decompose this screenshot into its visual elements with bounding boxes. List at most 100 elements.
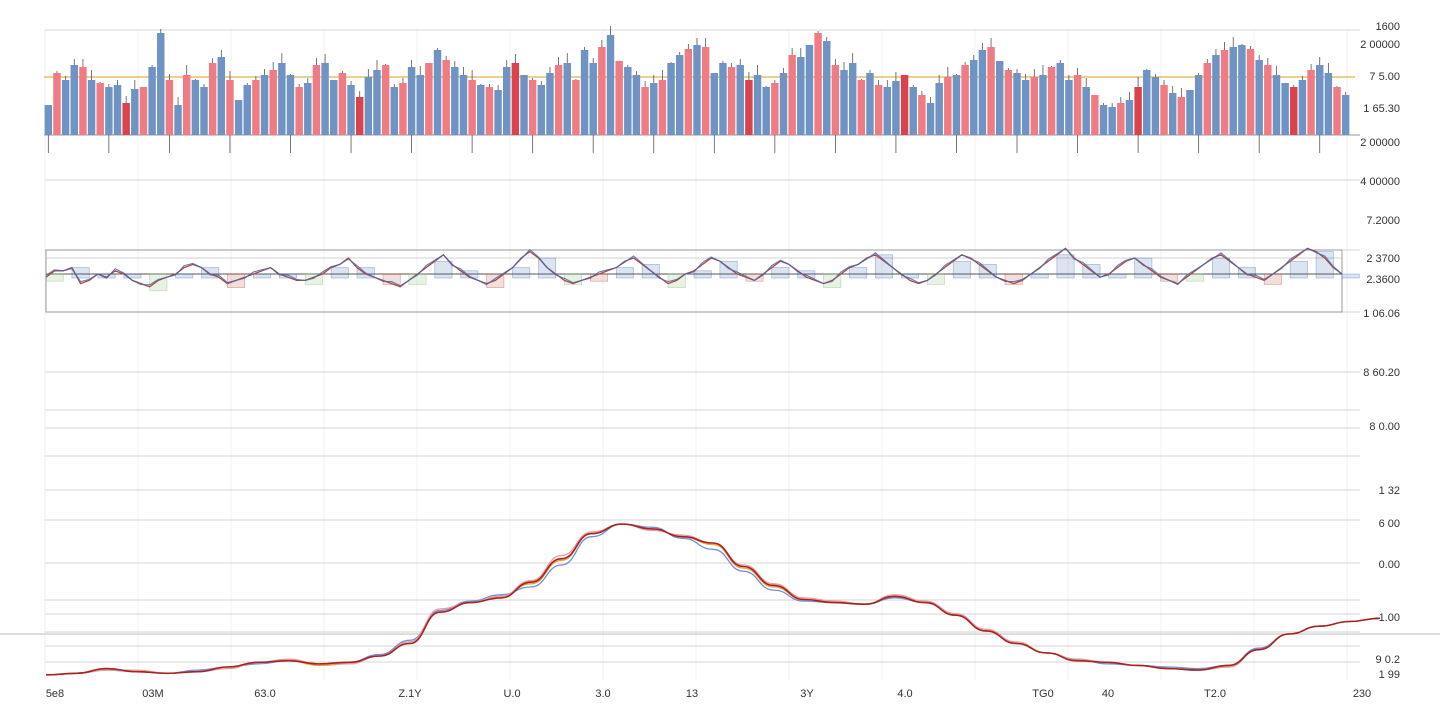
x-axis-tick-label: 230 bbox=[1353, 688, 1371, 700]
bar bbox=[935, 83, 943, 135]
top-axis-tick-label: 4 00000 bbox=[1360, 176, 1400, 188]
bar bbox=[1203, 63, 1212, 135]
oscillator-box bbox=[45, 273, 64, 282]
x-axis-tick-label: Z.1Y bbox=[398, 688, 422, 700]
bar bbox=[909, 87, 917, 135]
bar bbox=[952, 75, 961, 135]
bar bbox=[840, 70, 848, 135]
oscillator-line-blue bbox=[45, 247, 1343, 287]
bar bbox=[701, 47, 710, 135]
series-line-pink bbox=[45, 523, 1381, 676]
bar bbox=[995, 61, 1004, 135]
x-axis-tick-label: TG0 bbox=[1032, 688, 1053, 700]
bar bbox=[580, 50, 589, 135]
middle-axis-tick-label: 8 60.20 bbox=[1363, 367, 1400, 379]
bar bbox=[79, 67, 87, 135]
bar bbox=[1220, 50, 1229, 135]
bar bbox=[814, 33, 822, 135]
oscillator-box bbox=[590, 273, 608, 282]
oscillator-box bbox=[330, 267, 349, 279]
bar bbox=[978, 50, 987, 135]
oscillator-box bbox=[1315, 251, 1334, 279]
oscillator-box bbox=[1341, 273, 1360, 279]
bar bbox=[1073, 75, 1082, 135]
bar bbox=[745, 80, 753, 135]
bar bbox=[848, 63, 857, 135]
bar bbox=[675, 55, 684, 135]
bar bbox=[485, 87, 494, 135]
bar bbox=[1134, 87, 1142, 135]
bar bbox=[364, 77, 373, 135]
bar bbox=[762, 87, 770, 135]
bar bbox=[970, 60, 978, 135]
bottom-panel-lines bbox=[45, 523, 1381, 676]
bar bbox=[433, 50, 442, 135]
bar bbox=[926, 103, 935, 135]
bar bbox=[528, 80, 537, 135]
bar bbox=[866, 73, 874, 135]
bar bbox=[477, 85, 485, 135]
x-axis-tick-label: 63.0 bbox=[254, 688, 275, 700]
bar bbox=[105, 87, 113, 135]
bar bbox=[1298, 80, 1307, 135]
bar bbox=[330, 80, 338, 135]
bar bbox=[857, 80, 866, 135]
bar bbox=[295, 87, 303, 135]
bar bbox=[451, 67, 459, 135]
bar bbox=[511, 63, 520, 135]
bar bbox=[606, 35, 615, 135]
bar bbox=[494, 90, 502, 135]
x-axis-tick-label: 4.0 bbox=[897, 688, 912, 700]
bar bbox=[182, 75, 191, 135]
bar bbox=[208, 63, 217, 135]
oscillator-box bbox=[278, 273, 297, 279]
oscillator-box bbox=[382, 273, 401, 285]
middle-axis-tick-label: 2 3700 bbox=[1366, 253, 1400, 265]
bar bbox=[1255, 60, 1263, 135]
bar bbox=[624, 67, 632, 135]
top-panel-bars bbox=[44, 26, 1360, 153]
bar bbox=[139, 87, 148, 135]
oscillator-box bbox=[304, 273, 323, 285]
bar bbox=[1229, 47, 1237, 135]
bar bbox=[200, 87, 208, 135]
bar bbox=[1194, 75, 1203, 135]
oscillator-box bbox=[849, 267, 868, 279]
bar bbox=[148, 67, 156, 135]
bar bbox=[779, 73, 788, 135]
oscillator-box bbox=[797, 270, 816, 279]
bottom-axis-tick-label: 6 00 bbox=[1379, 518, 1400, 530]
bar bbox=[753, 75, 762, 135]
bar bbox=[442, 60, 450, 135]
bottom-axis-tick-label: 9 0.2 bbox=[1376, 654, 1400, 666]
bar bbox=[650, 83, 658, 135]
oscillator-box bbox=[615, 267, 634, 279]
bar bbox=[1082, 87, 1090, 135]
middle-panel-oscillator bbox=[45, 247, 1360, 313]
bar bbox=[719, 63, 727, 135]
bar bbox=[399, 83, 407, 135]
bar bbox=[269, 70, 277, 135]
bar bbox=[727, 67, 736, 135]
oscillator-box bbox=[201, 267, 220, 279]
bar bbox=[632, 75, 641, 135]
oscillator-box bbox=[1056, 254, 1075, 279]
x-axis-tick-label: 40 bbox=[1102, 688, 1114, 700]
x-axis-tick-label: 3.0 bbox=[595, 688, 610, 700]
bar bbox=[191, 80, 200, 135]
bar bbox=[961, 65, 969, 135]
bar bbox=[883, 87, 892, 135]
bar bbox=[243, 85, 251, 135]
bar bbox=[87, 80, 96, 135]
bottom-axis-tick-label: -1.00 bbox=[1375, 612, 1400, 624]
bar bbox=[355, 97, 364, 135]
bar bbox=[1246, 49, 1255, 135]
bar bbox=[874, 85, 883, 135]
bar bbox=[1013, 73, 1021, 135]
bar bbox=[61, 80, 70, 135]
bar bbox=[286, 75, 295, 135]
bar bbox=[1056, 63, 1064, 135]
bar bbox=[347, 85, 355, 135]
